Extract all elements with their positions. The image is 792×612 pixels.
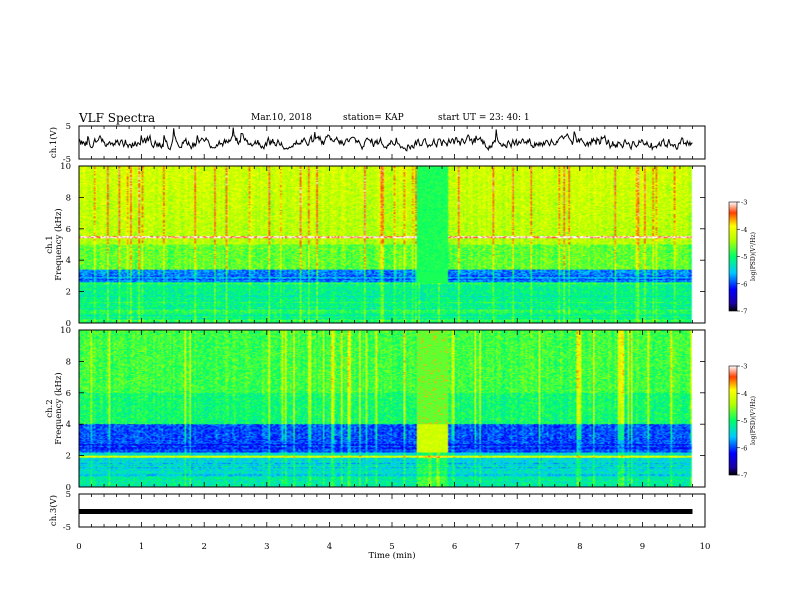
x-tick-label: 1	[139, 542, 144, 552]
x-tick-label: 4	[327, 542, 332, 552]
panel1-ylabel: ch.1(V)	[48, 127, 59, 158]
ch1-waveform-line	[78, 127, 693, 152]
x-tick-label: 0	[76, 542, 81, 552]
colorbar-tick-label: -5	[741, 253, 747, 261]
y-tick-label: 5	[66, 490, 71, 500]
y-tick-label: 10	[60, 326, 71, 336]
panel4-ylabel: ch.3(V)	[48, 495, 59, 526]
colorbar-tick-label: -3	[741, 363, 747, 371]
y-tick-label: 0	[66, 319, 71, 329]
y-tick-label: 6	[66, 389, 71, 399]
y-tick-label: 6	[66, 225, 71, 235]
figure-title: VLF Spectra	[79, 111, 156, 125]
ch1-spectrogram-image	[79, 166, 705, 323]
x-tick-label: 8	[577, 542, 582, 552]
y-tick-label: 4	[66, 256, 71, 266]
colorbar-1	[728, 201, 738, 312]
y-tick-label: 8	[66, 193, 71, 203]
y-tick-label: 2	[66, 452, 71, 462]
colorbar-tick-label: -6	[741, 280, 747, 288]
colorbar-tick-label: -7	[741, 472, 747, 480]
ch2-ylabel: ch.2	[45, 399, 55, 417]
colorbar-2	[728, 365, 738, 476]
y-tick-label: 8	[66, 357, 71, 367]
ch2-spectrogram-image	[79, 330, 705, 487]
y-tick-label: -5	[63, 523, 71, 533]
x-tick-label: 3	[264, 542, 269, 552]
colorbar-tick-label: -7	[741, 308, 747, 316]
colorbar-tick-label: -5	[741, 417, 747, 425]
y-tick-label: 0	[66, 483, 71, 493]
start-time-label: start UT = 23: 40: 1	[438, 113, 530, 123]
x-tick-label: 6	[452, 542, 457, 552]
y-tick-label: 5	[66, 122, 71, 132]
x-tick-label: 9	[640, 542, 645, 552]
colorbar-tick-label: -4	[741, 226, 747, 234]
ch1-ylabel: ch.1	[45, 235, 55, 253]
colorbar-tick-label: -3	[741, 199, 747, 207]
y-tick-label: 10	[60, 162, 71, 172]
x-tick-label: 10	[700, 542, 711, 552]
x-tick-label: 2	[201, 542, 206, 552]
x-tick-label: 5	[389, 542, 394, 552]
colorbar-label: log(PSD)(V²/Hz)	[750, 232, 757, 281]
x-tick-label: 7	[514, 542, 519, 552]
date-label: Mar.10, 2018	[251, 113, 312, 123]
y-tick-label: 2	[66, 288, 71, 298]
ch2-ylabel: Frequency (kHz)	[53, 372, 64, 444]
y-tick-label: 4	[66, 420, 71, 430]
colorbar-tick-label: -6	[741, 444, 747, 452]
colorbar-label: log(PSD)(V²/Hz)	[750, 396, 757, 445]
station-label: station= KAP	[343, 113, 404, 123]
y-tick-label: -5	[63, 155, 71, 165]
ch1-ylabel: Frequency (kHz)	[53, 208, 64, 280]
x-axis-label: Time (min)	[368, 550, 415, 561]
colorbar-tick-label: -4	[741, 390, 747, 398]
